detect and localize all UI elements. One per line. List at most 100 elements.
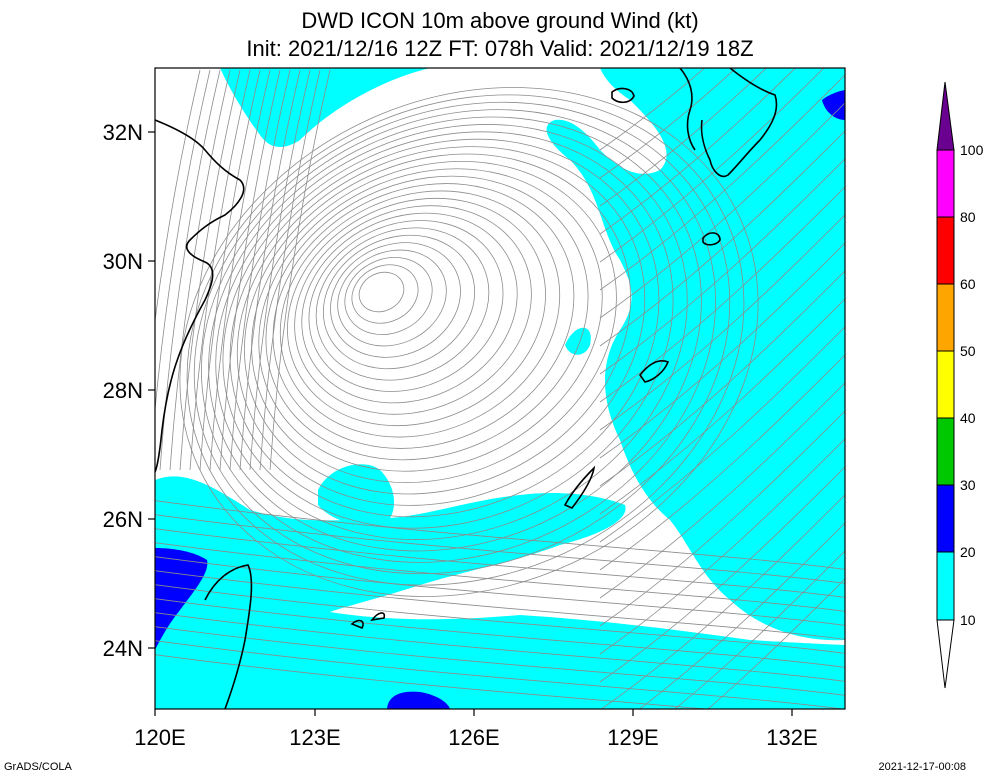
streamline: [599, 68, 706, 151]
streamline: [155, 500, 845, 570]
streamline: [155, 626, 845, 696]
streamline: [599, 270, 845, 487]
footer-left: GrADS/COLA: [4, 761, 72, 773]
streamline: [155, 654, 710, 709]
streamline: [236, 146, 646, 506]
streamline: [599, 68, 767, 207]
longitude-labels: 120E 123E 126E 129E 132E: [134, 725, 817, 750]
streamline: [251, 160, 617, 484]
island-yakushima: [702, 232, 721, 246]
streamline: [599, 102, 845, 319]
streamline: [229, 69, 291, 471]
chart-title: DWD ICON 10m above ground Wind (kt): [301, 8, 699, 33]
streamline: [337, 249, 447, 347]
streamline: [358, 271, 405, 313]
coastline-china: [155, 119, 245, 473]
colorbar-segment-below-10: [936, 619, 955, 689]
streamline: [279, 190, 561, 438]
colorbar-labels: 10 20 30 40 50 60 80 100: [960, 142, 984, 628]
streamline: [244, 153, 631, 495]
colorbar-segment-50-60: [936, 283, 955, 352]
streamline: [249, 69, 311, 471]
lat-label: 26N: [103, 507, 143, 532]
wind-20-30-shading: [155, 90, 845, 709]
streamline: [189, 69, 251, 471]
streamline: [239, 69, 301, 471]
streamline: [599, 466, 845, 683]
coastline-taiwan: [204, 564, 253, 709]
lat-label: 32N: [103, 120, 143, 145]
colorbar-label: 40: [960, 410, 976, 426]
streamline: [287, 197, 546, 427]
streamline: [155, 612, 845, 682]
streamline: [599, 298, 845, 515]
colorbar-segment-40-50: [936, 350, 955, 419]
lat-label: 28N: [103, 378, 143, 403]
streamline: [599, 326, 845, 543]
footer-right: 2021-12-17-00:08: [878, 761, 966, 773]
streamline: [294, 205, 532, 415]
streamline: [344, 257, 433, 335]
lon-label: 126E: [448, 725, 499, 750]
colorbar-segment-60-80: [936, 216, 955, 285]
streamline: [201, 109, 716, 563]
streamline: [169, 69, 231, 471]
coastline-kyushu: [700, 68, 778, 178]
lon-label: 120E: [134, 725, 185, 750]
streamline: [599, 68, 737, 179]
streamline: [258, 168, 603, 472]
streamline: [322, 234, 476, 370]
streamline: [208, 116, 702, 552]
streamline: [209, 69, 271, 471]
streamline: [155, 598, 845, 668]
coastlines: [155, 68, 778, 709]
streamline: [186, 94, 745, 586]
colorbar-segment-80-100: [936, 149, 955, 218]
coastline-korea: [679, 68, 696, 151]
colorbar-segment-30-40: [936, 417, 955, 486]
streamline: [599, 68, 796, 235]
streamline: [222, 131, 674, 529]
colorbar-label: 80: [960, 209, 976, 225]
colorbar-label: 30: [960, 477, 976, 493]
streamline: [599, 438, 845, 655]
map-frame: [154, 67, 846, 710]
wind-streamlines: [155, 68, 845, 709]
island-miyako: [350, 619, 364, 630]
axis-ticks: [148, 131, 793, 716]
streamline: [638, 522, 845, 709]
streamline: [599, 214, 845, 431]
streamline: [219, 69, 281, 471]
streamline: [155, 542, 845, 612]
colorbar-label: 20: [960, 544, 976, 560]
streamline: [599, 158, 845, 375]
colorbar: [936, 81, 955, 689]
streamline: [599, 130, 845, 347]
colorbar-label: 10: [960, 612, 976, 628]
streamline: [315, 227, 490, 381]
colorbar-label: 100: [960, 142, 984, 158]
island-jeju: [611, 87, 635, 104]
streamline: [155, 584, 845, 654]
streamline: [155, 69, 201, 324]
streamline: [301, 212, 518, 404]
streamline: [272, 183, 575, 449]
island-amami: [638, 360, 670, 383]
streamline: [599, 74, 845, 291]
streamline: [179, 69, 241, 471]
streamline: [599, 68, 825, 263]
colorbar-label: 60: [960, 276, 976, 292]
colorbar-segment-20-30: [936, 484, 955, 553]
streamline: [155, 640, 845, 709]
lat-label: 30N: [103, 249, 143, 274]
lat-label: 24N: [103, 636, 143, 661]
map-panel: [155, 68, 845, 709]
streamline: [351, 264, 419, 324]
island-okinawa: [563, 465, 596, 509]
streamline: [155, 514, 845, 584]
streamline: [599, 382, 845, 599]
streamline: [179, 87, 759, 597]
streamline: [155, 570, 845, 640]
streamline: [155, 69, 211, 414]
